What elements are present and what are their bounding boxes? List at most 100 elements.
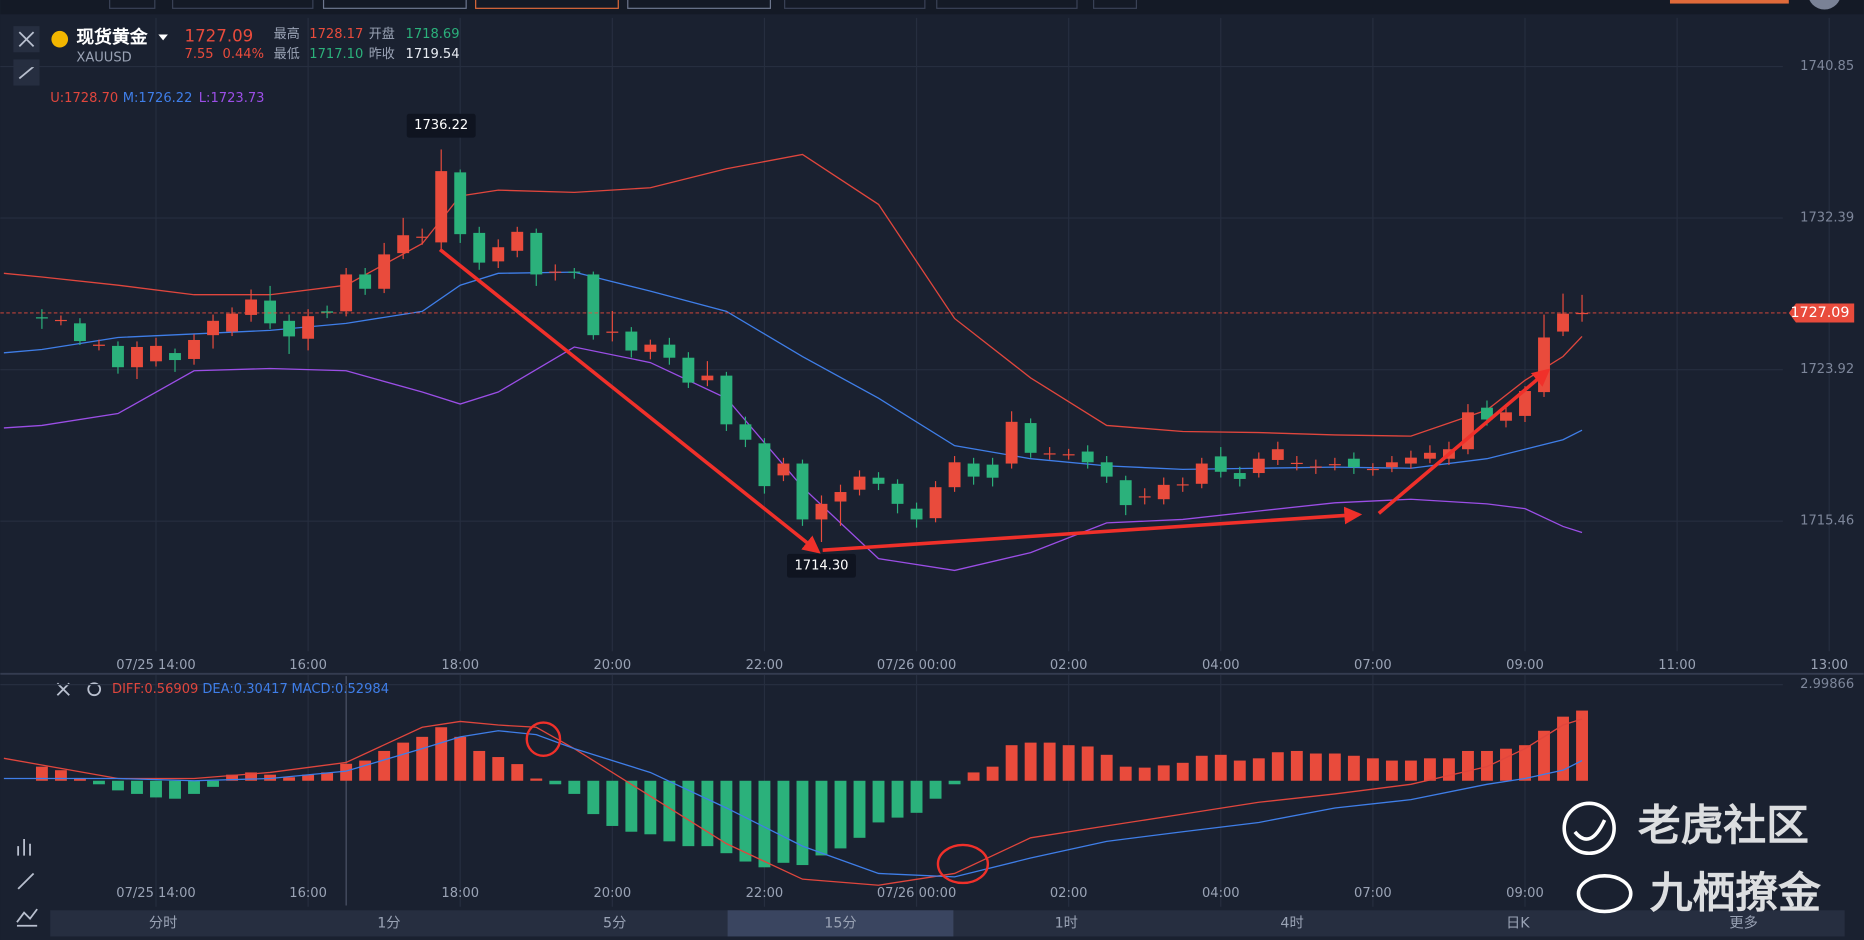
candle-body	[587, 274, 600, 336]
candle-body	[644, 344, 657, 352]
candle-body	[682, 357, 695, 383]
candle-body	[758, 443, 771, 487]
macd-bar	[530, 778, 543, 781]
tab[interactable]: 15分	[824, 914, 856, 931]
dropdown[interactable]	[158, 34, 168, 41]
x-tick-label: 09:00	[1506, 886, 1544, 901]
candle-body	[777, 463, 790, 476]
macd-bar	[435, 727, 448, 781]
open-label: 开盘	[369, 26, 395, 42]
candle-body	[397, 235, 410, 254]
x-tick-label: 02:00	[1050, 886, 1088, 901]
macd-bar	[1347, 755, 1360, 781]
x-tick-label: 02:00	[1050, 658, 1088, 673]
macd-bar	[226, 774, 238, 781]
legend-entry: MACD:0.52984	[291, 682, 389, 697]
circle	[525, 721, 562, 757]
x-tick-label: 07/25 14:00	[116, 886, 195, 901]
candle-body	[226, 313, 238, 332]
candle-body	[1138, 496, 1151, 498]
x-tick-label: 20:00	[594, 658, 632, 673]
macd-bar	[1024, 742, 1037, 781]
tabs: 分时 1分 5分 15分 1时 4时 日K 更多	[149, 914, 1758, 931]
candle-body	[1043, 453, 1056, 455]
candle-body	[169, 353, 181, 361]
candle-body	[511, 231, 524, 251]
macd-bar	[720, 780, 733, 854]
top-strip	[0, 0, 1864, 15]
macd-bar	[1062, 745, 1075, 781]
candle-body	[1195, 463, 1208, 484]
candle-body	[1024, 423, 1037, 453]
candle-body	[1005, 421, 1018, 464]
candle-body	[359, 274, 372, 289]
legend-entry: U:1728.70	[50, 91, 118, 106]
macd-bar	[853, 780, 866, 838]
macd-bar	[910, 780, 923, 813]
tab[interactable]: 更多	[1729, 914, 1758, 931]
macd-bar	[1442, 758, 1455, 781]
watermark: 老虎社区	[1638, 801, 1809, 851]
macd-bar	[207, 780, 219, 787]
candle-body	[1385, 462, 1398, 468]
candle-body	[663, 344, 676, 358]
macd-bar	[340, 763, 353, 781]
symbol-name: 现货黄金	[76, 26, 147, 48]
macd-bar	[378, 750, 391, 781]
candle-body	[853, 476, 866, 490]
candle-body	[739, 424, 752, 440]
macd-bar	[1252, 758, 1265, 781]
macd-bar	[682, 780, 695, 847]
marker-box	[787, 553, 856, 578]
toolbar[interactable]	[13, 26, 102, 927]
macd-bar	[1119, 766, 1132, 781]
macd-bar	[568, 780, 581, 794]
y-tick-label: 1740.85	[1800, 59, 1854, 74]
candle-body	[340, 274, 353, 312]
candle-body	[245, 299, 258, 315]
last-price-label: 1727.09	[1790, 305, 1849, 321]
candle-body	[1366, 468, 1379, 471]
x-tick-label: 11:00	[1658, 658, 1696, 673]
macd-bar	[1081, 746, 1094, 781]
gold-icon	[51, 30, 69, 48]
macd-bar	[1557, 716, 1569, 781]
macd-bar	[777, 780, 790, 863]
macd-bar	[416, 736, 429, 781]
tab[interactable]: 1分	[377, 914, 400, 931]
candle-body	[967, 463, 980, 477]
x-tick-label: 09:00	[1506, 658, 1544, 673]
tab[interactable]: 分时	[149, 914, 178, 931]
candle-body	[73, 323, 86, 342]
candle-body	[1538, 337, 1550, 393]
candle-body	[131, 346, 143, 368]
x-tick-label: 13:00	[1810, 658, 1848, 673]
macd-bar	[1309, 753, 1322, 781]
macd-bar	[1005, 745, 1018, 781]
macd-bar	[73, 778, 86, 781]
macd-bar	[948, 780, 961, 785]
tab[interactable]: 4时	[1280, 914, 1303, 931]
candle-body	[1481, 407, 1493, 420]
candle-body	[1500, 412, 1512, 421]
plot: 07/25 14:00 16:00 18:00 20:00 22:00 07/26 00:…	[0, 17, 1855, 907]
tab[interactable]: 日K	[1506, 915, 1530, 931]
low-label: 最低	[274, 47, 300, 62]
candle-body	[1062, 454, 1075, 456]
x-tick-label: 07/26 00:00	[877, 658, 956, 673]
candle-body	[283, 320, 296, 337]
change-pct: 0.44%	[223, 47, 265, 62]
macd-bar	[1500, 748, 1512, 781]
macd-bar	[245, 772, 258, 781]
candle-body	[207, 320, 219, 336]
tab[interactable]: 1时	[1055, 914, 1078, 931]
candle-body	[1462, 412, 1474, 450]
symbol-code: XAUUSD	[76, 51, 131, 66]
candle-body	[948, 462, 961, 488]
candle-body	[492, 247, 505, 262]
candle-body	[473, 232, 486, 263]
open: 1718.69	[406, 27, 460, 42]
candle-body	[1214, 456, 1227, 472]
tab[interactable]: 5分	[603, 914, 626, 931]
logo	[1562, 801, 1633, 914]
